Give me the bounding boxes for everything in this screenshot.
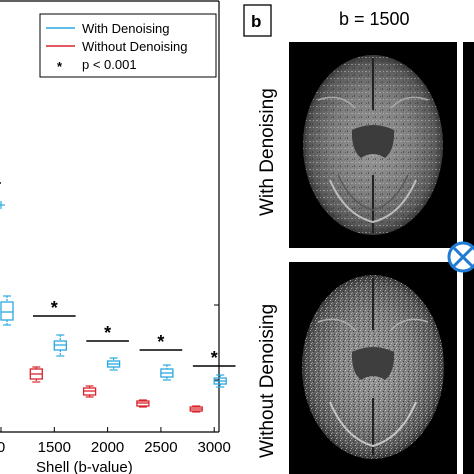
x-tick-label: 2500 — [144, 439, 177, 456]
legend-label-with-denoising: With Denoising — [82, 21, 169, 36]
boxes — [0, 201, 227, 413]
x-tick-label: 3000 — [198, 439, 231, 456]
box — [106, 357, 121, 371]
box — [189, 405, 203, 413]
box — [82, 385, 97, 398]
legend: With Denoising Without Denoising * p < 0… — [39, 13, 217, 78]
box — [53, 334, 67, 357]
x-tick-label: 2000 — [91, 439, 124, 456]
cross-circle-icon — [447, 241, 474, 273]
legend-asterisk: * — [57, 59, 63, 74]
significance-asterisk: * — [104, 323, 111, 343]
legend-label-without-denoising: Without Denoising — [82, 39, 188, 54]
row-label-without-denoising: Without Denoising — [257, 304, 278, 458]
significance-asterisk: * — [211, 348, 218, 368]
box — [136, 399, 150, 408]
outlier — [0, 201, 5, 209]
box — [213, 374, 227, 388]
boxplot-panel: 0 1500 2000 2500 3000 * * * * Shell (b-value) — [0, 0, 236, 474]
box — [160, 364, 174, 381]
panel-letter: b — [251, 12, 261, 31]
x-ticks: 0 1500 2000 2500 3000 — [0, 304, 231, 456]
panel-title: b = 1500 — [339, 9, 410, 29]
x-tick-label: 1500 — [38, 439, 71, 456]
significance-bars: * * * * — [0, 182, 236, 368]
significance-asterisk: * — [157, 332, 164, 352]
brain-image-noisy — [289, 262, 457, 474]
x-tick-label: 0 — [0, 439, 5, 456]
row-label-with-denoising: With Denoising — [257, 88, 278, 216]
x-axis-label: Shell (b-value) — [36, 459, 133, 474]
legend-label-pvalue: p < 0.001 — [82, 57, 137, 72]
brain-image-denoised — [289, 42, 457, 248]
image-panel: b b = 1500 With Denoising Without Denois… — [243, 4, 474, 474]
box — [0, 295, 14, 326]
box — [29, 366, 43, 383]
significance-asterisk: * — [51, 298, 58, 318]
panel-letter-box — [243, 4, 272, 37]
